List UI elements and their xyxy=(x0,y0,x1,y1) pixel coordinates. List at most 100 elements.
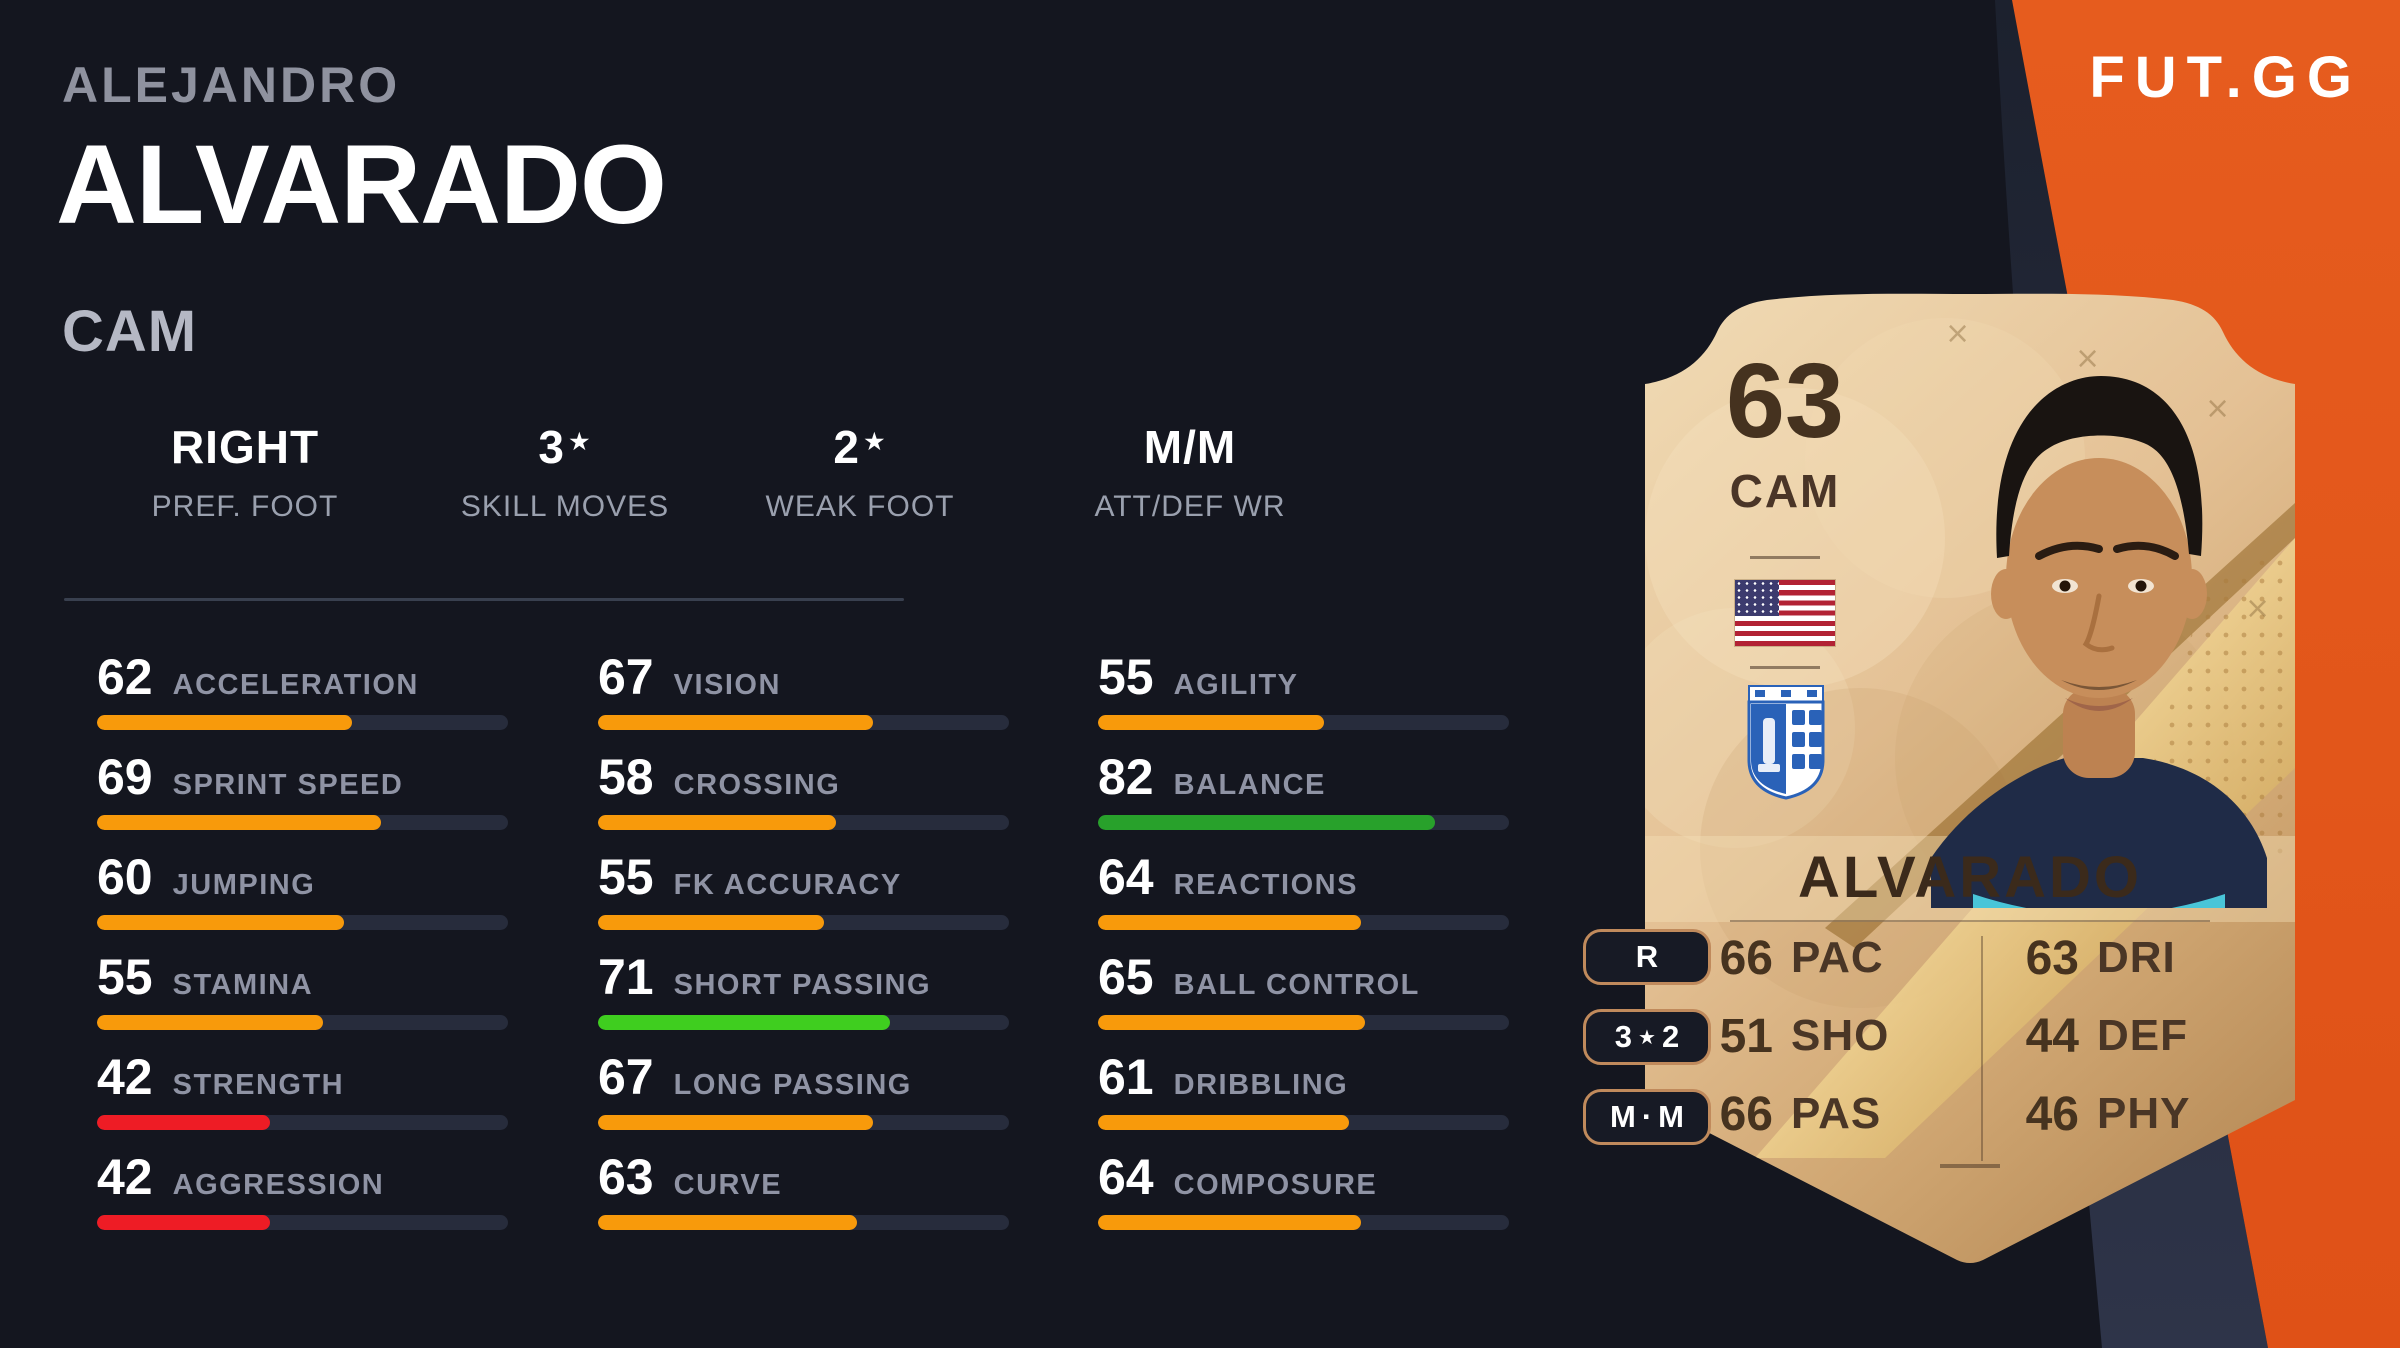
stat-row: 42 AGGRESSION xyxy=(97,1148,508,1248)
stat-bar-fill xyxy=(598,915,825,930)
card-stat-row: 44 DEF xyxy=(2017,997,2277,1075)
stat-bar-fill xyxy=(598,1115,874,1130)
stat-head: 55 AGILITY xyxy=(1098,648,1509,706)
card-stat-value: 46 xyxy=(2025,1087,2079,1141)
stat-bar-fill xyxy=(1098,715,1325,730)
header-divider xyxy=(64,598,904,601)
star-icon: ★ xyxy=(567,428,592,457)
card-badge-revision: R xyxy=(1583,929,1711,985)
stat-label: COMPOSURE xyxy=(1173,1169,1378,1201)
stat-row: 64 REACTIONS xyxy=(1098,848,1509,948)
stat-head: 65 BALL CONTROL xyxy=(1098,948,1509,1006)
stat-bar-fill xyxy=(97,1215,270,1230)
stat-head: 69 SPRINT SPEED xyxy=(97,748,508,806)
stat-head: 58 CROSSING xyxy=(598,748,1009,806)
stat-row: 55 STAMINA xyxy=(97,948,508,1048)
summary-value: RIGHT xyxy=(170,421,320,473)
card-position: CAM xyxy=(1729,465,1841,517)
stat-label: STAMINA xyxy=(172,969,314,1001)
card-stats-divider xyxy=(1981,936,1983,1161)
card-stat-row: 46 PHY xyxy=(2017,1075,2277,1153)
stat-value: 63 xyxy=(598,1149,654,1205)
stat-row: 67 VISION xyxy=(598,648,1009,748)
us-flag-icon xyxy=(1735,580,1835,646)
stat-head: 82 BALANCE xyxy=(1098,748,1509,806)
stat-row: 58 CROSSING xyxy=(598,748,1009,848)
stat-value: 55 xyxy=(1098,649,1154,705)
stat-bar-fill xyxy=(1098,1015,1366,1030)
stat-value: 69 xyxy=(97,749,153,805)
stat-head: 55 STAMINA xyxy=(97,948,508,1006)
stat-label: BALANCE xyxy=(1173,769,1326,801)
stat-bar-track xyxy=(598,1115,1009,1130)
stat-head: 55 FK ACCURACY xyxy=(598,848,1009,906)
stat-row: 55 FK ACCURACY xyxy=(598,848,1009,948)
stat-bar-track xyxy=(1098,915,1509,930)
stat-row: 60 JUMPING xyxy=(97,848,508,948)
card-stat-value: 66 xyxy=(1719,931,1773,985)
us-flag-canton xyxy=(1735,580,1779,616)
stat-value: 64 xyxy=(1098,849,1154,905)
stat-bar-fill xyxy=(1098,1215,1362,1230)
stat-bar-fill xyxy=(97,815,381,830)
stat-label: REACTIONS xyxy=(1173,869,1358,901)
stat-row: 63 CURVE xyxy=(598,1148,1009,1248)
stat-value: 64 xyxy=(1098,1149,1154,1205)
badge-text: R xyxy=(1635,939,1659,974)
stat-row: 64 COMPOSURE xyxy=(1098,1148,1509,1248)
card-stats-right: 63 DRI 44 DEF 46 PHY xyxy=(2017,919,2277,1153)
stat-value: 65 xyxy=(1098,949,1154,1005)
card-stat-row: 66 PAS xyxy=(1711,1075,1971,1153)
stat-head: 42 STRENGTH xyxy=(97,1048,508,1106)
badge-text: M xyxy=(1658,1099,1684,1134)
stat-bar-track xyxy=(598,1215,1009,1230)
stat-row: 69 SPRINT SPEED xyxy=(97,748,508,848)
card-badge-workrates: M · M xyxy=(1583,1089,1711,1145)
summary-row: RIGHT PREF. FOOT 3 ★ SKILL MOVES 2 ★ WEAK FOOT M… xyxy=(70,420,1370,524)
stat-head: 64 COMPOSURE xyxy=(1098,1148,1509,1206)
svg-text:×: × xyxy=(2245,591,2270,626)
stat-bar-track xyxy=(598,715,1009,730)
card-stat-label: PAC xyxy=(1791,933,1884,982)
stats-column-physical: 62 ACCELERATION 69 SPRINT SPEED 60 JUMPING 55 S… xyxy=(97,648,508,1248)
stat-bar-track xyxy=(97,815,508,830)
club-crest-icon xyxy=(1747,685,1825,800)
stat-head: 62 ACCELERATION xyxy=(97,648,508,706)
stat-value: 62 xyxy=(97,649,153,705)
svg-text:×: × xyxy=(2075,341,2100,376)
stat-bar-fill xyxy=(1098,915,1362,930)
player-position: CAM xyxy=(62,299,198,364)
stats-column-skill: 55 AGILITY 82 BALANCE 64 REACTIONS 65 BALL CONT… xyxy=(1098,648,1509,1248)
stat-row: 65 BALL CONTROL xyxy=(1098,948,1509,1048)
summary-label: ATT/DEF WR xyxy=(1094,490,1286,523)
summary-item: 2 ★ WEAK FOOT xyxy=(710,420,1010,524)
stat-value: 82 xyxy=(1098,749,1154,805)
stat-bar-track xyxy=(1098,1115,1509,1130)
stat-value: 61 xyxy=(1098,1049,1154,1105)
stat-bar-track xyxy=(97,915,508,930)
stat-bar-fill xyxy=(97,715,352,730)
stat-bar-track xyxy=(1098,815,1509,830)
badge-text: 3 xyxy=(1614,1019,1633,1054)
card-stat-label: DEF xyxy=(2097,1011,2188,1060)
stat-bar-fill xyxy=(1098,1115,1349,1130)
svg-text:×: × xyxy=(1945,316,1970,351)
stat-bar-track xyxy=(598,1015,1009,1030)
player-last-name: ALVARADO xyxy=(56,122,667,247)
stat-row: 42 STRENGTH xyxy=(97,1048,508,1148)
stat-bar-fill xyxy=(97,1115,270,1130)
stat-head: 67 LONG PASSING xyxy=(598,1048,1009,1106)
stat-row: 62 ACCELERATION xyxy=(97,648,508,748)
card-stat-label: SHO xyxy=(1791,1011,1890,1060)
stat-label: CURVE xyxy=(673,1169,783,1201)
stat-row: 55 AGILITY xyxy=(1098,648,1509,748)
stat-value: 58 xyxy=(598,749,654,805)
card-badge-skill-weakfoot: 3 ★ 2 xyxy=(1583,1009,1711,1065)
stat-bar-fill xyxy=(598,815,837,830)
player-first-name: ALEJANDRO xyxy=(62,57,401,113)
stat-row: 61 DRIBBLING xyxy=(1098,1048,1509,1148)
stat-row: 67 LONG PASSING xyxy=(598,1048,1009,1148)
card-stat-label: PHY xyxy=(2097,1089,2191,1138)
stat-bar-track xyxy=(1098,1015,1509,1030)
stat-bar-fill xyxy=(598,715,874,730)
